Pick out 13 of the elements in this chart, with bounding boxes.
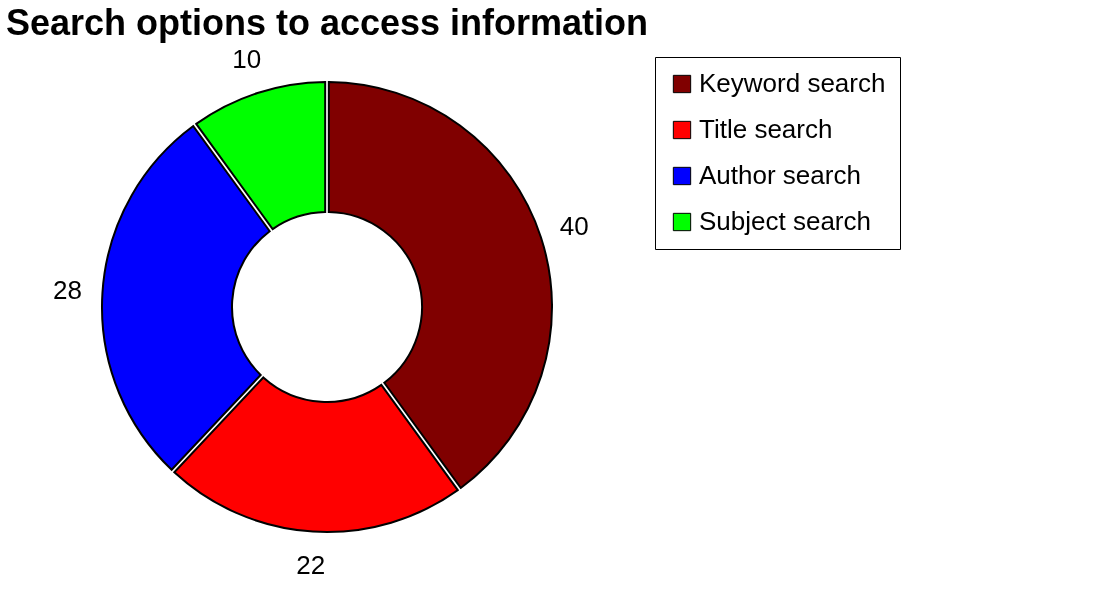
donut-slice [327,81,553,489]
donut-slice [195,81,327,231]
donut-slice [101,125,271,471]
data-label: 22 [296,550,326,581]
legend-label: Subject search [699,206,871,236]
data-label: 40 [559,210,589,241]
chart-title: Search options to access information [5,1,649,43]
data-label: 10 [232,43,262,74]
legend-label: Keyword search [699,68,886,98]
data-label: 28 [53,274,82,305]
donut-slice [173,376,459,533]
legend-label: Author search [699,160,861,190]
legend-label: Title search [699,114,833,144]
